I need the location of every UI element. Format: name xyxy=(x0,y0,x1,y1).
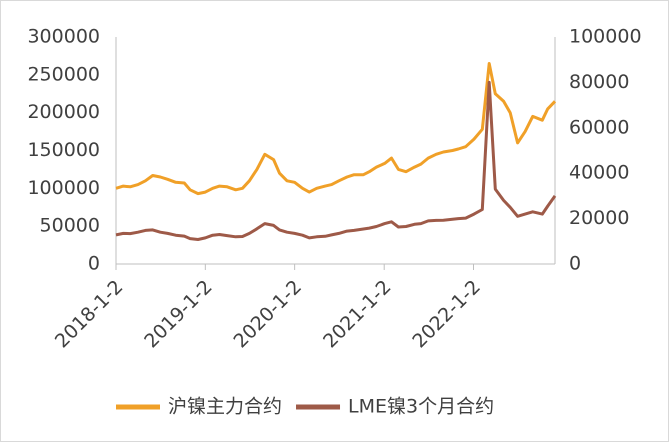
y2-tick-label: 60000 xyxy=(569,116,629,138)
y-tick-label: 50000 xyxy=(40,215,100,237)
legend-label: LME镍3个月合约 xyxy=(348,396,494,418)
y2-tick-label: 0 xyxy=(569,253,581,275)
y-tick-label: 0 xyxy=(88,253,100,275)
series-line xyxy=(115,62,557,196)
y2-tick-label: 40000 xyxy=(569,162,629,184)
y-tick-label: 200000 xyxy=(27,101,100,123)
y-tick-label: 300000 xyxy=(27,26,100,48)
y-tick-label: 250000 xyxy=(27,63,100,85)
legend-label: 沪镍主力合约 xyxy=(168,396,282,418)
y2-tick-label: 100000 xyxy=(569,26,642,48)
y2-tick-label: 20000 xyxy=(569,207,629,229)
y-tick-label: 100000 xyxy=(27,177,100,199)
y-tick-label: 150000 xyxy=(27,139,100,161)
series-line xyxy=(115,80,557,241)
y2-tick-label: 80000 xyxy=(569,71,629,93)
